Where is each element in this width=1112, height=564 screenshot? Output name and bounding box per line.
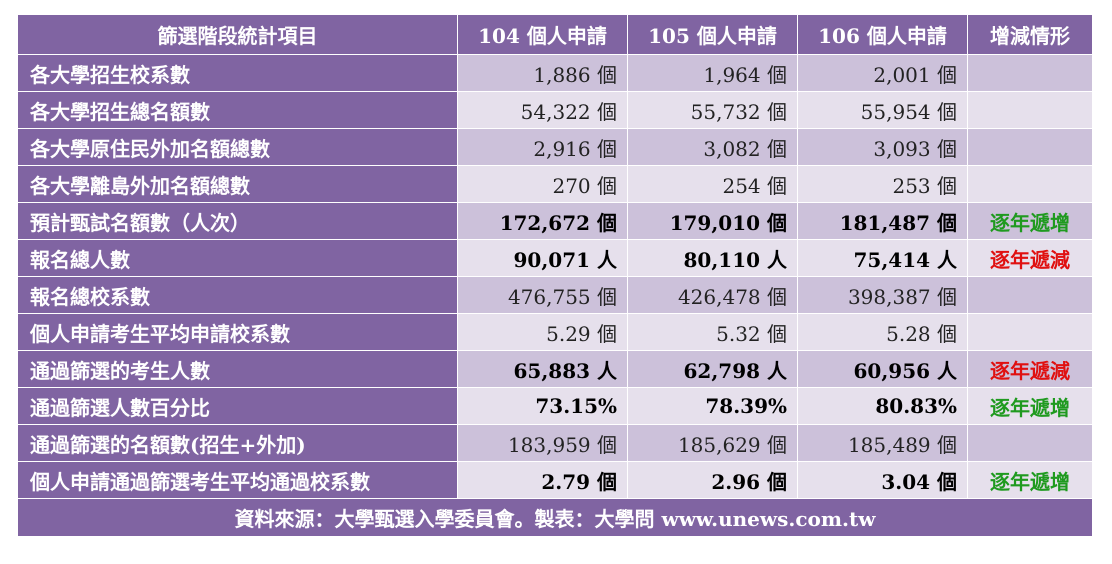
value-105: 80,110 人: [627, 239, 798, 277]
row-label: 各大學離島外加名額總數: [17, 165, 458, 203]
value-104: 5.29 個: [457, 313, 628, 351]
row-label: 通過篩選的名額數(招生+外加): [17, 424, 458, 462]
header-trend: 增減情形: [967, 14, 1093, 55]
table-row: 報名總校系數 476,755 個 426,478 個 398,387 個: [17, 276, 1093, 314]
table-row: 各大學招生校系數 1,886 個 1,964 個 2,001 個: [17, 54, 1093, 92]
value-106: 3,093 個: [797, 128, 968, 166]
trend-cell: [967, 313, 1093, 351]
screening-stats-table: 篩選階段統計項目 104 個人申請 105 個人申請 106 個人申請 增減情形…: [17, 14, 1093, 537]
value-106: 2,001 個: [797, 54, 968, 92]
table-row: 各大學原住民外加名額總數 2,916 個 3,082 個 3,093 個: [17, 128, 1093, 166]
trend-cell: [967, 424, 1093, 462]
footer-row: 資料來源：大學甄選入學委員會。製表：大學問 www.unews.com.tw: [17, 498, 1093, 537]
row-label: 個人申請通過篩選考生平均通過校系數: [17, 461, 458, 499]
header-104: 104 個人申請: [457, 14, 628, 55]
table-row: 預計甄試名額數（人次） 172,672 個 179,010 個 181,487 個逐年…: [17, 202, 1093, 240]
value-106: 5.28 個: [797, 313, 968, 351]
value-104: 270 個: [457, 165, 628, 203]
value-105: 5.32 個: [627, 313, 798, 351]
value-106: 398,387 個: [797, 276, 968, 314]
row-label: 報名總人數: [17, 239, 458, 277]
value-104: 172,672 個: [457, 202, 628, 240]
table-row: 通過篩選的名額數(招生+外加) 183,959 個 185,629 個 185,489…: [17, 424, 1093, 462]
value-106: 55,954 個: [797, 91, 968, 129]
value-105: 62,798 人: [627, 350, 798, 388]
row-label: 各大學原住民外加名額總數: [17, 128, 458, 166]
header-106: 106 個人申請: [797, 14, 968, 55]
table-row: 報名總人數 90,071 人 80,110 人 75,414 人逐年遞減: [17, 239, 1093, 277]
value-104: 476,755 個: [457, 276, 628, 314]
value-106: 253 個: [797, 165, 968, 203]
table-row: 通過篩選的考生人數 65,883 人 62,798 人 60,956 人逐年遞減: [17, 350, 1093, 388]
value-104: 183,959 個: [457, 424, 628, 462]
trend-cell: [967, 91, 1093, 129]
table-row: 個人申請考生平均申請校系數 5.29 個 5.32 個 5.28 個: [17, 313, 1093, 351]
table-row: 通過篩選人數百分比 73.15% 78.39% 80.83% 逐年遞增: [17, 387, 1093, 425]
trend-cell: 逐年遞減: [967, 350, 1093, 388]
value-105: 254 個: [627, 165, 798, 203]
trend-cell: [967, 165, 1093, 203]
value-105: 185,629 個: [627, 424, 798, 462]
row-label: 通過篩選人數百分比: [17, 387, 458, 425]
header-item: 篩選階段統計項目: [17, 14, 458, 55]
trend-cell: 逐年遞減: [967, 239, 1093, 277]
trend-cell: [967, 128, 1093, 166]
stats-table-container: 篩選階段統計項目 104 個人申請 105 個人申請 106 個人申請 增減情形…: [17, 14, 1093, 537]
row-label: 各大學招生總名額數: [17, 91, 458, 129]
trend-cell: 逐年遞增: [967, 461, 1093, 499]
trend-cell: [967, 276, 1093, 314]
value-106: 3.04 個: [797, 461, 968, 499]
value-105: 1,964 個: [627, 54, 798, 92]
trend-cell: 逐年遞增: [967, 202, 1093, 240]
value-104: 73.15%: [457, 387, 628, 425]
value-105: 78.39%: [627, 387, 798, 425]
value-104: 54,322 個: [457, 91, 628, 129]
header-105: 105 個人申請: [627, 14, 798, 55]
row-label: 各大學招生校系數: [17, 54, 458, 92]
value-105: 179,010 個: [627, 202, 798, 240]
value-106: 80.83%: [797, 387, 968, 425]
row-label: 預計甄試名額數（人次）: [17, 202, 458, 240]
value-106: 75,414 人: [797, 239, 968, 277]
value-104: 2,916 個: [457, 128, 628, 166]
value-104: 2.79 個: [457, 461, 628, 499]
trend-cell: 逐年遞增: [967, 387, 1093, 425]
value-104: 90,071 人: [457, 239, 628, 277]
value-104: 1,886 個: [457, 54, 628, 92]
row-label: 報名總校系數: [17, 276, 458, 314]
value-105: 2.96 個: [627, 461, 798, 499]
value-105: 3,082 個: [627, 128, 798, 166]
trend-cell: [967, 54, 1093, 92]
source-note: 資料來源：大學甄選入學委員會。製表：大學問 www.unews.com.tw: [17, 498, 1093, 537]
value-105: 55,732 個: [627, 91, 798, 129]
value-106: 181,487 個: [797, 202, 968, 240]
header-row: 篩選階段統計項目 104 個人申請 105 個人申請 106 個人申請 增減情形: [17, 14, 1093, 55]
value-106: 185,489 個: [797, 424, 968, 462]
value-105: 426,478 個: [627, 276, 798, 314]
row-label: 通過篩選的考生人數: [17, 350, 458, 388]
table-row: 個人申請通過篩選考生平均通過校系數 2.79 個 2.96 個 3.04 個逐年遞增: [17, 461, 1093, 499]
row-label: 個人申請考生平均申請校系數: [17, 313, 458, 351]
table-body: 各大學招生校系數 1,886 個 1,964 個 2,001 個各大學招生總名額數 54…: [17, 54, 1093, 499]
value-106: 60,956 人: [797, 350, 968, 388]
table-row: 各大學離島外加名額總數 270 個 254 個 253 個: [17, 165, 1093, 203]
table-row: 各大學招生總名額數 54,322 個 55,732 個 55,954 個: [17, 91, 1093, 129]
value-104: 65,883 人: [457, 350, 628, 388]
